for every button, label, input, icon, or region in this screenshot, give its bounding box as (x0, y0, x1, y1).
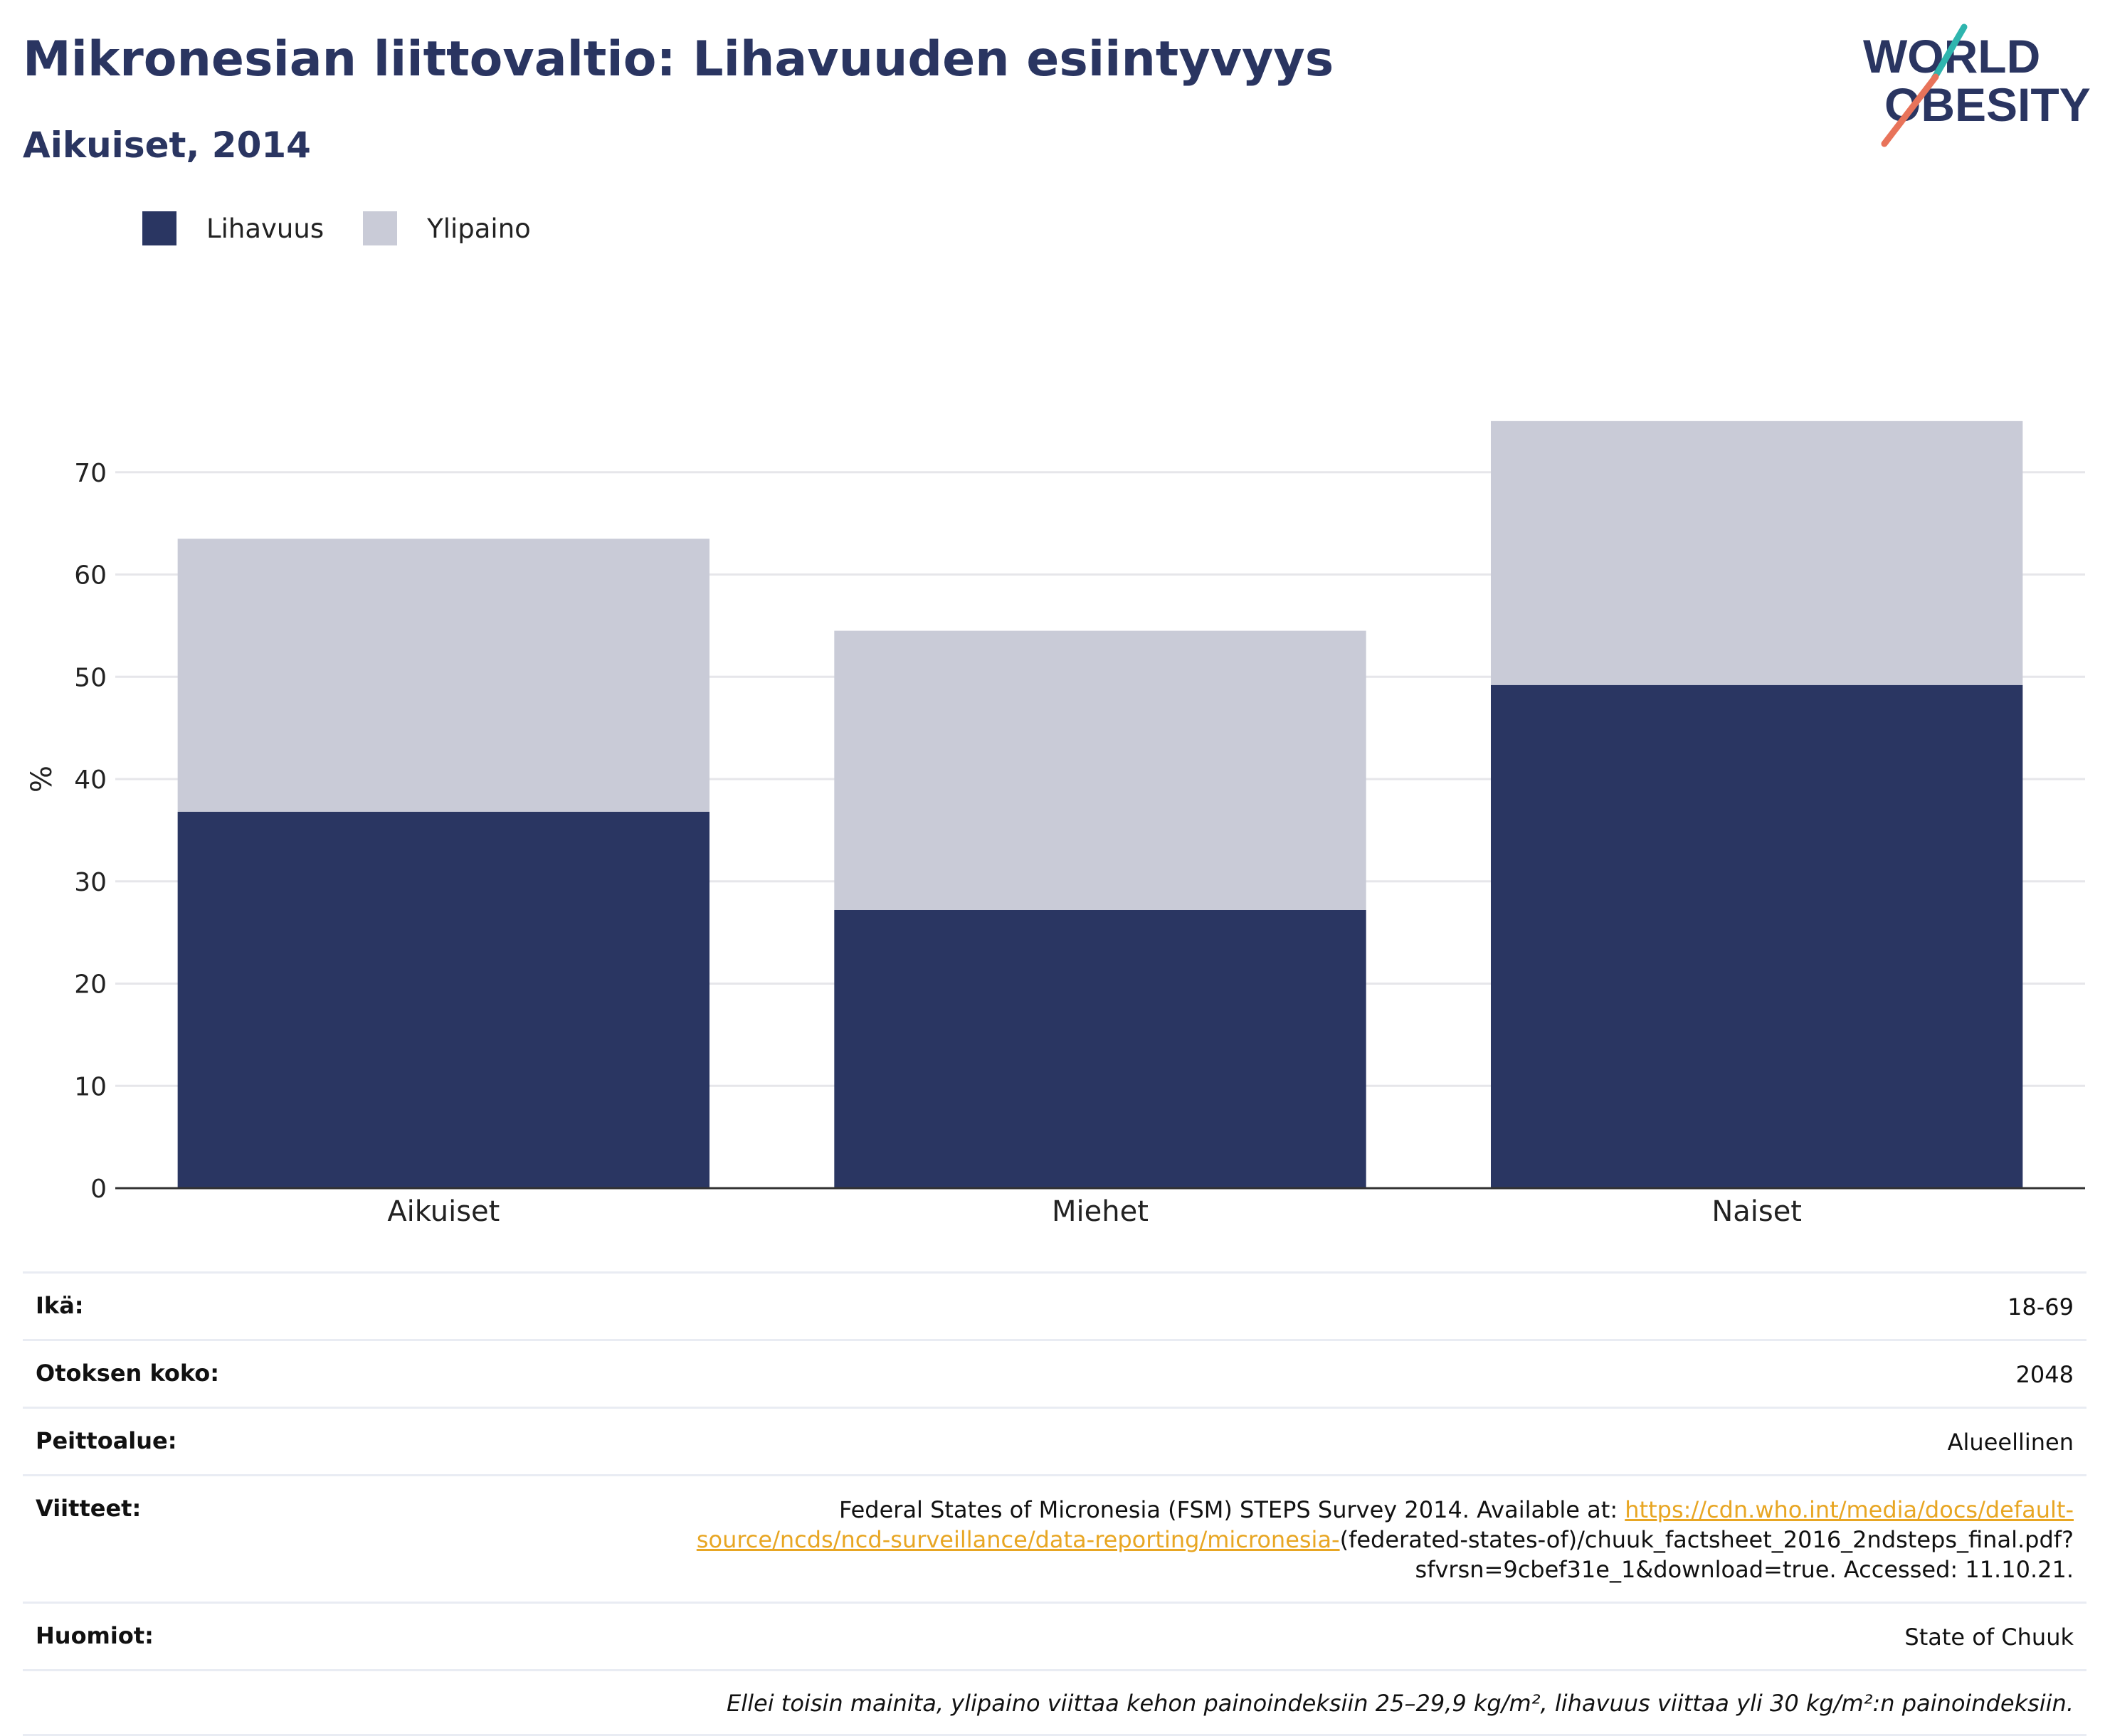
info-row-references: Viitteet: Federal States of Micronesia (… (23, 1474, 2086, 1602)
logo-line-1: WORLD (1863, 30, 2040, 83)
sample-value: 2048 (2015, 1361, 2074, 1388)
bar-lihavuus-miehet (834, 910, 1366, 1188)
references-text: Federal States of Micronesia (FSM) STEPS… (838, 1496, 1625, 1523)
bar-lihavuus-naiset (1490, 684, 2023, 1188)
y-tick-label: 60 (74, 561, 107, 591)
x-tick-label: Aikuiset (387, 1195, 500, 1228)
info-row-coverage: Peittoalue: Alueellinen (23, 1407, 2086, 1474)
info-row-sample: Otoksen koko: 2048 (23, 1339, 2086, 1407)
y-tick-label: 20 (74, 970, 107, 1000)
legend-item-ylipaino[interactable]: Ylipaino (363, 211, 531, 245)
coverage-value: Alueellinen (1947, 1429, 2074, 1456)
info-row-age: Ikä: 18-69 (23, 1271, 2086, 1339)
y-tick-label: 50 (74, 663, 107, 692)
references-text-after: (federated-states-of)/chuuk_factsheet_20… (1339, 1526, 2074, 1583)
bar-lihavuus-aikuiset (177, 812, 710, 1188)
legend-swatch-ylipaino (363, 211, 398, 245)
notes-label: Huomiot: (36, 1622, 154, 1649)
footnote: Ellei toisin mainita, ylipaino viittaa k… (727, 1690, 2074, 1717)
y-tick-label: 30 (74, 868, 107, 897)
y-tick-label: 70 (74, 459, 107, 488)
logo-graphic: WORLD OBESITY (1863, 23, 2091, 147)
coverage-label: Peittoalue: (36, 1427, 177, 1454)
logo-coral-slash (1881, 73, 1939, 147)
x-tick-label: Naiset (1711, 1195, 1802, 1228)
info-row-notes: Huomiot: State of Chuuk (23, 1602, 2086, 1669)
chart-title: Mikronesian liittovaltio: Lihavuuden esi… (23, 31, 1334, 88)
info-table: Ikä: 18-69 Otoksen koko: 2048 Peittoalue… (23, 1271, 2086, 1736)
references-link[interactable]: https://cdn.who.int/media/docs/default-s… (696, 1496, 2074, 1553)
bar-ylipaino-miehet (834, 630, 1366, 910)
logo-line-2: OBESITY (1884, 78, 2091, 131)
bar-ylipaino-aikuiset (177, 539, 710, 812)
legend-item-lihavuus[interactable]: Lihavuus (142, 211, 324, 245)
chart-legend: Lihavuus Ylipaino (142, 211, 570, 245)
chart-subtitle: Aikuiset, 2014 (23, 125, 311, 166)
references-label: Viitteet: (36, 1495, 142, 1522)
y-tick-label: 40 (74, 766, 107, 795)
legend-label-ylipaino: Ylipaino (427, 213, 531, 244)
bar-ylipaino-naiset (1490, 420, 2023, 685)
y-tick-label: 10 (74, 1072, 107, 1101)
legend-swatch-lihavuus (142, 211, 176, 245)
age-label: Ikä: (36, 1292, 84, 1319)
sample-label: Otoksen koko: (36, 1360, 220, 1387)
y-tick-label: 0 (90, 1175, 107, 1204)
info-row-footnote: Ellei toisin mainita, ylipaino viittaa k… (23, 1669, 2086, 1736)
age-value: 18-69 (2008, 1293, 2074, 1320)
bar-chart: 0 10 20 30 40 50 60 70% Aikuiset Miehet Naiset (26, 420, 2085, 1228)
references-value: Federal States of Micronesia (FSM) STEPS… (650, 1495, 2074, 1584)
notes-value: State of Chuuk (1904, 1624, 2074, 1651)
logo-teal-slash (1931, 23, 1968, 82)
world-obesity-logo: WORLD OBESITY (1857, 21, 2092, 149)
x-tick-label: Miehet (1052, 1195, 1149, 1228)
y-axis-label: % (26, 766, 58, 793)
legend-label-lihavuus: Lihavuus (206, 213, 325, 244)
